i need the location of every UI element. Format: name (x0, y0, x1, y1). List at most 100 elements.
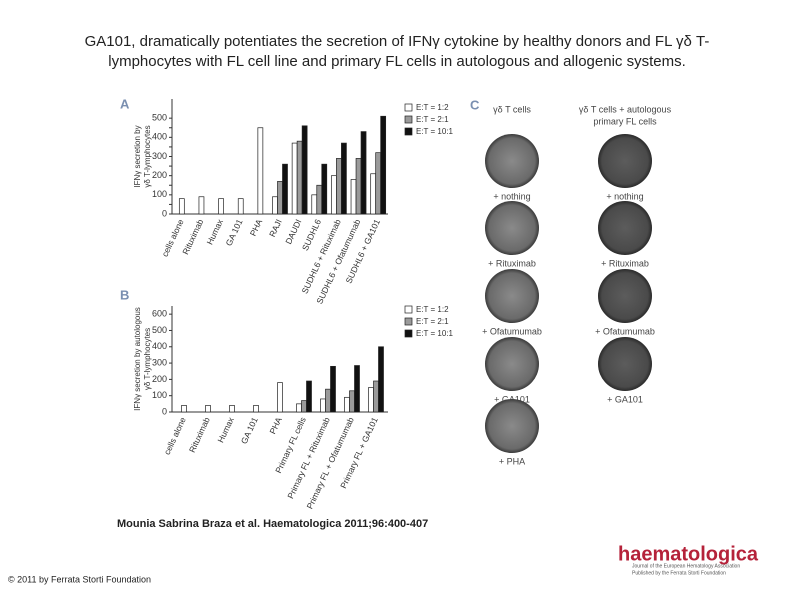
bar (237, 198, 244, 215)
well-label: + nothing (493, 191, 530, 201)
bar (370, 173, 377, 215)
legend-swatch (404, 115, 413, 124)
y-axis-label: IFNγ secretion by autologous (133, 307, 142, 411)
bar (296, 140, 303, 215)
bar (282, 163, 288, 215)
culture-well (485, 201, 539, 255)
well-label: + Ofatumumab (595, 326, 655, 336)
culture-well (485, 399, 539, 453)
culture-well (598, 134, 652, 188)
column-label: primary FL cells (593, 116, 657, 126)
y-tick-label: 0 (162, 208, 167, 218)
culture-well (598, 201, 652, 255)
x-tick-label: PHA (248, 217, 265, 237)
legend-label: E:T = 2:1 (416, 115, 449, 124)
bar (181, 405, 187, 413)
y-tick-label: 100 (152, 390, 167, 400)
x-tick-label: GA 101 (239, 415, 260, 445)
culture-well (485, 337, 539, 391)
x-tick-label: RAJI (267, 218, 284, 239)
bar (325, 388, 331, 413)
bar (316, 184, 323, 215)
y-tick-label: 500 (152, 325, 167, 335)
y-tick-label: 300 (152, 151, 167, 161)
bar (198, 196, 205, 215)
culture-well (485, 134, 539, 188)
well-label: + Rituximab (488, 258, 536, 268)
title: lymphocytes with FL cell line and primar… (108, 53, 686, 70)
bar (350, 179, 357, 215)
bar (349, 390, 355, 413)
legend-label: E:T = 2:1 (416, 317, 449, 326)
bar (344, 396, 350, 413)
bar (257, 127, 264, 215)
bar (205, 405, 211, 413)
well-label: + Rituximab (601, 258, 649, 268)
culture-well (598, 337, 652, 391)
y-tick-label: 400 (152, 341, 167, 351)
culture-well (598, 269, 652, 323)
legend-label: E:T = 10:1 (416, 329, 454, 338)
well-label: + PHA (499, 456, 525, 466)
x-tick-label: DAUDI (283, 218, 303, 246)
bar (375, 152, 382, 215)
legend-swatch (404, 317, 413, 326)
y-axis-label: γδ T-lymphocytes (143, 328, 152, 390)
citation: Mounia Sabrina Braza et al. Haematologic… (117, 518, 428, 530)
copyright: © 2011 by Ferrata Storti Foundation (8, 574, 151, 584)
legend-swatch (404, 329, 413, 338)
bar (301, 125, 308, 215)
legend-swatch (404, 305, 413, 314)
bar (229, 405, 235, 413)
bar (306, 380, 312, 413)
panel-label: A (120, 96, 130, 111)
y-tick-label: 600 (152, 309, 167, 319)
bar (341, 142, 347, 215)
bar (218, 198, 224, 215)
well-label: + GA101 (607, 394, 643, 404)
legend-swatch (404, 127, 413, 136)
well-label: + Ofatumumab (482, 326, 542, 336)
column-label: γδ T cells (493, 104, 531, 114)
bar (296, 403, 302, 413)
panel-label: C (470, 97, 480, 112)
bar (277, 382, 283, 413)
x-tick-label: Humax (215, 415, 236, 444)
logo: haematologica (618, 543, 759, 565)
bar (378, 346, 384, 413)
x-tick-label: cells alone (162, 415, 188, 456)
bar (277, 181, 283, 215)
legend-label: E:T = 10:1 (416, 127, 454, 136)
bar (354, 365, 360, 413)
bar (373, 380, 379, 413)
legend-label: E:T = 1:2 (416, 305, 449, 314)
bar (355, 158, 362, 215)
y-tick-label: 100 (152, 189, 167, 199)
title: GA101, dramatically potentiates the secr… (85, 33, 710, 50)
y-tick-label: 400 (152, 132, 167, 142)
legend-label: E:T = 1:2 (416, 103, 449, 112)
bar (360, 131, 367, 215)
bar (336, 158, 342, 215)
bar (311, 194, 318, 215)
bar (321, 163, 328, 215)
y-axis-label: IFNγ secretion by (133, 125, 142, 187)
bar (178, 198, 185, 215)
y-axis-label: γδ T-lymphocytes (143, 125, 152, 187)
y-tick-label: 200 (152, 170, 167, 180)
x-tick-label: Rituximab (187, 415, 212, 454)
bar (330, 365, 336, 413)
y-tick-label: 200 (152, 374, 167, 384)
x-tick-label: PHA (267, 415, 284, 435)
bar (380, 115, 387, 215)
y-tick-label: 0 (162, 406, 167, 416)
x-tick-label: GA 101 (224, 217, 245, 247)
logo-sub: Published by the Ferrata Storti Foundati… (632, 570, 726, 576)
bar (368, 387, 374, 413)
x-tick-label: Humax (204, 217, 225, 246)
logo-sub: Journal of the European Hematology Assoc… (632, 563, 740, 569)
bar (301, 400, 307, 413)
legend-swatch (404, 103, 413, 112)
bar (253, 405, 259, 413)
